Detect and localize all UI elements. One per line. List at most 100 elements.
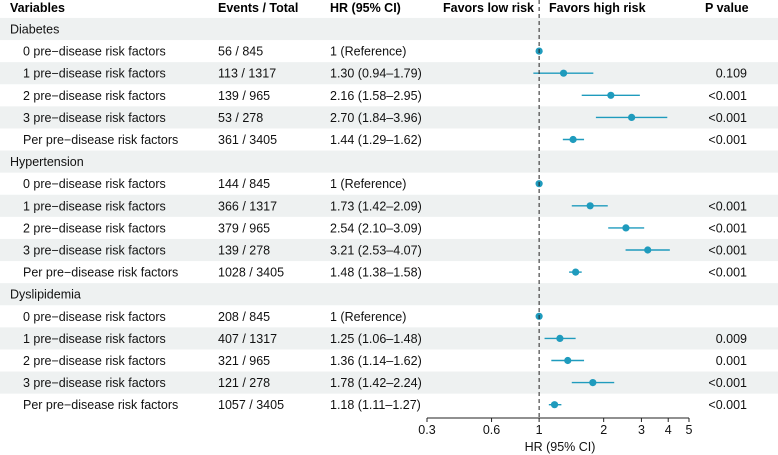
row-pvalue: <0.001 — [708, 133, 747, 147]
row-label: 0 pre−disease risk factors — [23, 310, 166, 324]
hr-point — [559, 69, 568, 77]
header-events: Events / Total — [218, 1, 298, 15]
x-tick-label: 2 — [600, 423, 607, 437]
row-label: 2 pre−disease risk factors — [23, 221, 166, 235]
hr-point — [622, 224, 630, 232]
table-text: Diabetes 0 pre−disease risk factors 56 / 8… — [10, 23, 747, 413]
hr-point — [569, 135, 577, 144]
x-tick-label: 0.6 — [483, 423, 500, 437]
header-hr: HR (95% CI) — [330, 1, 401, 15]
forest-marks — [533, 47, 670, 409]
row-stripe — [0, 106, 778, 129]
hr-point — [628, 113, 636, 121]
row-stripe — [0, 371, 778, 394]
group-label: Hypertension — [10, 155, 84, 169]
hr-point — [607, 91, 615, 99]
row-events: 139 / 965 — [218, 89, 270, 103]
row-hr-ci: 1.78 (1.42–2.24) — [330, 376, 422, 390]
hr-point — [550, 401, 559, 409]
x-tick-label: 5 — [686, 423, 693, 437]
row-hr-ci: 1.44 (1.29–1.62) — [330, 133, 422, 147]
row-events: 407 / 1317 — [218, 332, 277, 346]
row-hr-ci: 1 (Reference) — [330, 45, 406, 59]
row-hr-ci: 2.54 (2.10–3.09) — [330, 221, 422, 235]
row-label: 0 pre−disease risk factors — [23, 45, 166, 59]
row-events: 56 / 845 — [218, 45, 263, 59]
row-events: 1028 / 3405 — [218, 266, 284, 280]
row-hr-ci: 1.36 (1.14–1.62) — [330, 354, 422, 368]
x-axis: 0.3 0.6 1 2 3 4 5 HR (95% CI) — [418, 0, 693, 454]
row-events: 53 / 278 — [218, 111, 263, 125]
x-axis-title: HR (95% CI) — [525, 440, 596, 454]
row-stripe — [0, 194, 778, 217]
row-hr-ci: 1.48 (1.38–1.58) — [330, 266, 422, 280]
row-label: 2 pre−disease risk factors — [23, 354, 166, 368]
row-label: 1 pre−disease risk factors — [23, 332, 166, 346]
row-pvalue: <0.001 — [708, 199, 747, 213]
row-hr-ci: 2.70 (1.84–3.96) — [330, 111, 422, 125]
row-pvalue: <0.001 — [708, 376, 747, 390]
row-events: 1057 / 3405 — [218, 398, 284, 412]
row-events: 361 / 3405 — [218, 133, 277, 147]
row-events: 113 / 1317 — [218, 67, 276, 81]
hr-point — [572, 268, 580, 276]
x-tick-label: 4 — [665, 423, 672, 437]
row-label: 1 pre−disease risk factors — [23, 199, 166, 213]
row-stripe — [0, 238, 778, 262]
row-events: 208 / 845 — [218, 310, 270, 324]
hr-point — [644, 246, 652, 254]
row-label: 1 pre−disease risk factors — [23, 67, 166, 81]
row-label: 0 pre−disease risk factors — [23, 177, 166, 191]
x-tick-label: 1 — [536, 423, 543, 437]
row-label: 2 pre−disease risk factors — [23, 89, 166, 103]
row-hr-ci: 1.25 (1.06–1.48) — [330, 332, 422, 346]
row-events: 366 / 1317 — [218, 199, 277, 213]
row-pvalue: 0.001 — [716, 354, 747, 368]
row-pvalue: <0.001 — [708, 266, 747, 280]
x-tick-label: 0.3 — [418, 423, 435, 437]
hr-point — [556, 334, 564, 342]
row-events: 379 / 965 — [218, 221, 270, 235]
header-favors-high: Favors high risk — [549, 1, 646, 15]
row-pvalue: <0.001 — [708, 244, 747, 258]
row-events: 144 / 845 — [218, 177, 270, 191]
row-hr-ci: 1 (Reference) — [330, 310, 406, 324]
row-label: Per pre−disease risk factors — [23, 266, 178, 280]
hr-point — [586, 202, 594, 210]
row-pvalue: 0.009 — [716, 332, 747, 346]
row-hr-ci: 2.16 (1.58–2.95) — [330, 89, 422, 103]
row-pvalue: <0.001 — [708, 221, 747, 235]
row-hr-ci: 1 (Reference) — [330, 177, 406, 191]
row-label: 3 pre−disease risk factors — [23, 244, 166, 258]
header-variables: Variables — [10, 1, 65, 15]
group-stripe — [0, 283, 778, 306]
row-hr-ci: 1.18 (1.11–1.27) — [330, 398, 421, 412]
row-stripe — [0, 62, 778, 85]
row-pvalue: <0.001 — [708, 398, 747, 412]
row-label: Per pre−disease risk factors — [23, 398, 178, 412]
row-hr-ci: 3.21 (2.53–4.07) — [330, 244, 422, 258]
row-hr-ci: 1.73 (1.42–2.09) — [330, 199, 422, 213]
group-stripe — [0, 150, 778, 173]
row-events: 121 / 278 — [218, 376, 270, 390]
row-events: 139 / 278 — [218, 244, 270, 258]
row-label: Per pre−disease risk factors — [23, 133, 178, 147]
x-tick-label: 3 — [638, 423, 645, 437]
row-stripes — [0, 17, 778, 394]
hr-point — [564, 356, 572, 365]
row-stripe — [0, 327, 778, 350]
row-pvalue: <0.001 — [708, 89, 747, 103]
hr-point — [589, 379, 597, 387]
row-pvalue: 0.109 — [716, 67, 747, 81]
header-pvalue: P value — [705, 1, 749, 15]
row-label: 3 pre−disease risk factors — [23, 111, 166, 125]
row-events: 321 / 965 — [218, 354, 270, 368]
row-label: 3 pre−disease risk factors — [23, 376, 166, 390]
row-hr-ci: 1.30 (0.94–1.79) — [330, 67, 422, 81]
group-label: Dyslipidemia — [10, 288, 81, 302]
header-favors-low: Favors low risk — [443, 1, 534, 15]
group-stripe — [0, 17, 778, 41]
row-pvalue: <0.001 — [708, 111, 747, 125]
group-label: Diabetes — [10, 23, 59, 37]
